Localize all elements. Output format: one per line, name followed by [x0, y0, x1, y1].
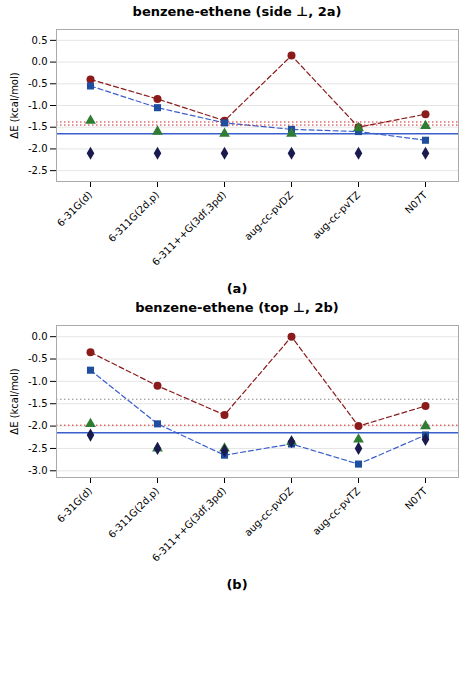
- svg-text:aug-cc-pvTZ: aug-cc-pvTZ: [310, 189, 362, 241]
- html-text:benzene-ethene (side ⊥, 2a): benzene-ethene (side ⊥, 2a): [132, 4, 342, 19]
- svg-text:6-31G(d): 6-31G(d): [55, 485, 94, 524]
- svg-text:N07T: N07T: [403, 189, 430, 216]
- svg-text:aug-cc-pvDZ: aug-cc-pvDZ: [242, 189, 295, 242]
- svg-text:-1.0: -1.0: [28, 376, 48, 387]
- svg-text:-2.5: -2.5: [28, 165, 48, 176]
- svg-text:0.0: 0.0: [32, 331, 48, 342]
- svg-text:0.5: 0.5: [32, 35, 48, 46]
- svg-text:-2.0: -2.0: [28, 420, 48, 431]
- svg-text:-2.0: -2.0: [28, 143, 48, 154]
- svg-text:6-31G(d): 6-31G(d): [55, 189, 94, 228]
- html-text:benzene-ethene (top ⊥, 2b): benzene-ethene (top ⊥, 2b): [135, 300, 339, 315]
- svg-text:aug-cc-pvDZ: aug-cc-pvDZ: [242, 485, 295, 538]
- svg-text:-0.5: -0.5: [28, 78, 48, 89]
- svg-text:-2.5: -2.5: [28, 443, 48, 454]
- svg-text:6-311G(2d,p): 6-311G(2d,p): [106, 485, 161, 540]
- svg-text:6-311++G(3df,3pd): 6-311++G(3df,3pd): [150, 189, 228, 267]
- svg-text:6-311G(2d,p): 6-311G(2d,p): [106, 189, 161, 244]
- svg-text:ΔE (kcal/mol): ΔE (kcal/mol): [9, 368, 20, 434]
- svg-text:0.0: 0.0: [32, 56, 48, 67]
- svg-text:-3.0: -3.0: [28, 465, 48, 476]
- svg-text:-0.5: -0.5: [28, 353, 48, 364]
- svg-text:-1.5: -1.5: [28, 398, 48, 409]
- svg-text:aug-cc-pvTZ: aug-cc-pvTZ: [310, 485, 362, 537]
- svg-text:-1.0: -1.0: [28, 100, 48, 111]
- svg-text:-1.5: -1.5: [28, 121, 48, 132]
- svg-text:6-311++G(3df,3pd): 6-311++G(3df,3pd): [150, 485, 228, 563]
- svg-text:ΔE (kcal/mol): ΔE (kcal/mol): [9, 72, 20, 138]
- html-text:(a): (a): [226, 281, 248, 296]
- html-text:(b): (b): [226, 577, 248, 592]
- svg-text:N07T: N07T: [403, 485, 430, 512]
